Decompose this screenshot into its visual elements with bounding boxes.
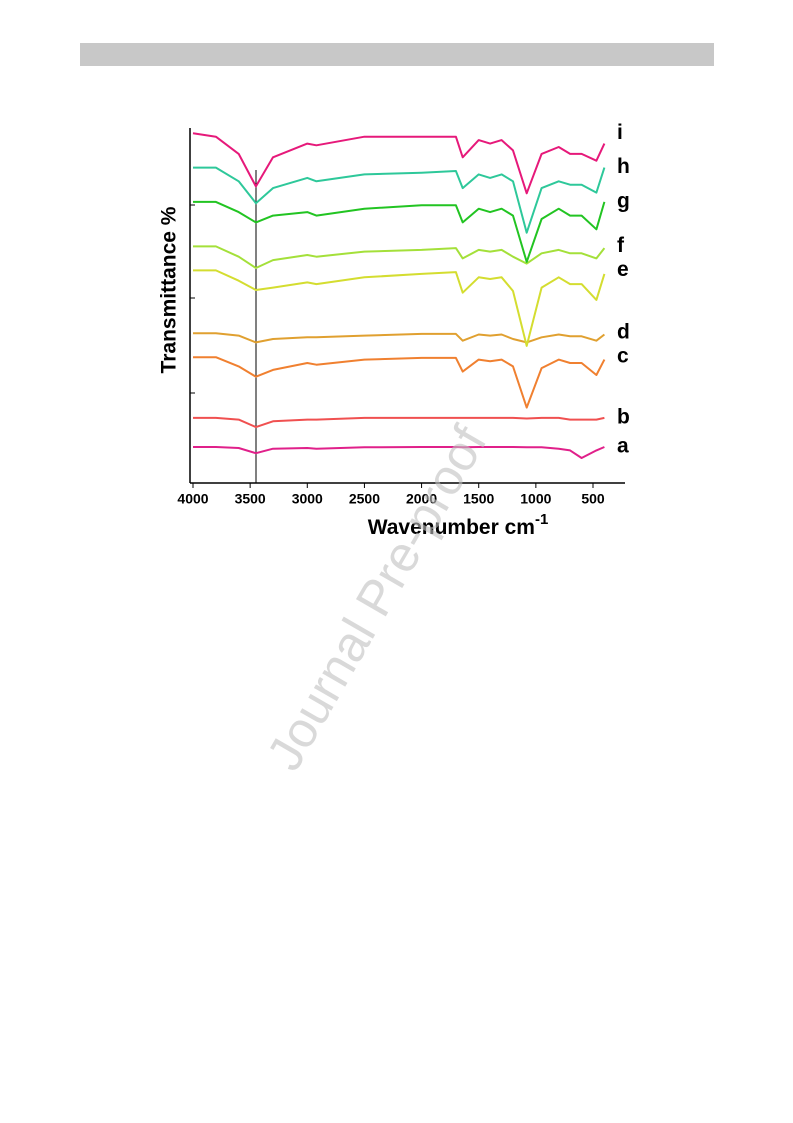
spectrum-line — [193, 269, 606, 347]
x-tick-label: 2500 — [349, 491, 380, 507]
series-label: e — [617, 258, 629, 281]
x-tick-label: 1500 — [463, 491, 494, 507]
spectrum-line — [193, 200, 606, 263]
spectrum-line — [193, 356, 606, 409]
spectrum-line — [193, 332, 606, 344]
x-axis-title-sup: -1 — [535, 511, 548, 528]
spectrum-line — [193, 446, 605, 459]
x-axis-title: Wavenumber cm-1 — [368, 511, 549, 539]
spectrum-line — [193, 245, 606, 269]
series-label: b — [617, 405, 630, 428]
header-bar — [80, 43, 714, 66]
spectrum-line — [193, 416, 605, 429]
series-label: i — [617, 121, 623, 144]
series-label: d — [617, 321, 630, 344]
series-label: f — [617, 234, 625, 257]
series-label: c — [617, 345, 629, 368]
spectrum-line — [192, 132, 606, 195]
watermark: Journal Pre-proof — [256, 417, 498, 780]
x-tick-label: 2000 — [406, 491, 437, 507]
x-tick-label: 3500 — [235, 491, 266, 507]
spectrum-line — [193, 166, 606, 234]
x-tick-label: 1000 — [520, 491, 551, 507]
y-axis-title: Transmittance % — [158, 206, 181, 373]
x-tick-label: 4000 — [177, 491, 208, 507]
x-tick-label: 500 — [581, 491, 605, 507]
x-axis-title-main: Wavenumber cm — [368, 516, 535, 539]
series-label: a — [617, 435, 629, 458]
series-label: g — [617, 189, 630, 212]
series-label: h — [617, 155, 630, 178]
x-tick-label: 3000 — [292, 491, 323, 507]
